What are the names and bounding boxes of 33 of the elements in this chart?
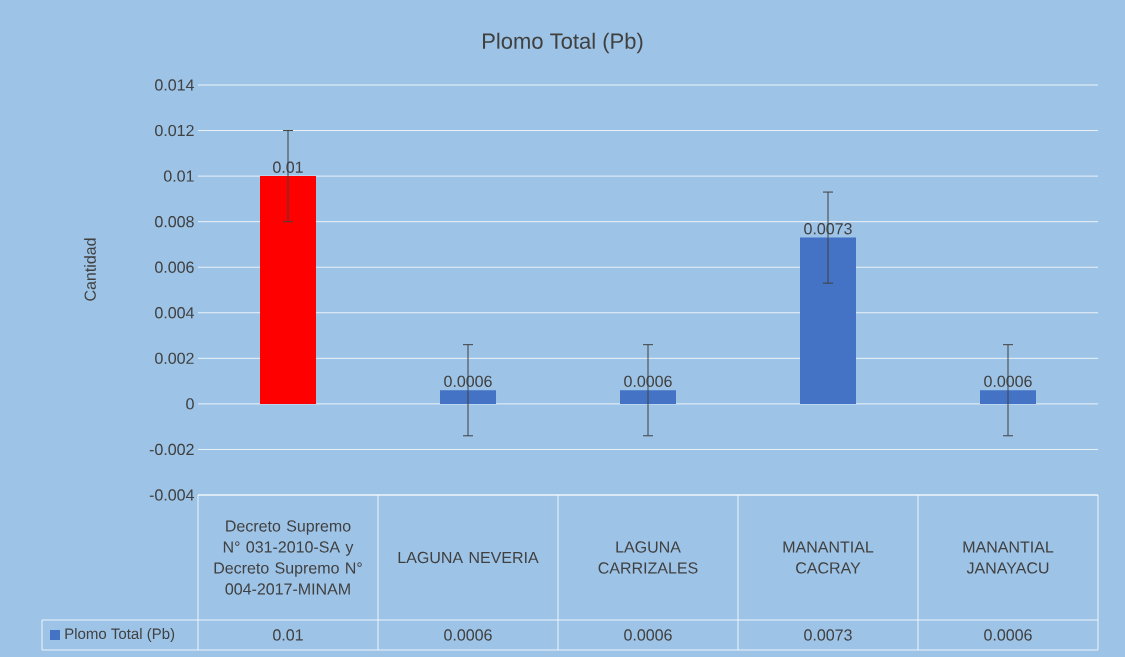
x-tick-label: MANANTIAL CACRAY	[783, 541, 874, 574]
data-label: 0.0073	[804, 223, 852, 235]
y-tick-label: -0.002	[149, 443, 194, 456]
bar	[980, 390, 1036, 404]
data-label: 0.01	[273, 161, 303, 173]
x-tick-label: MANANTIAL JANAYACU	[963, 541, 1054, 574]
y-tick-label: 0.006	[155, 261, 194, 273]
y-tick-label: 0	[186, 398, 194, 410]
y-tick-label: 0.01	[163, 170, 194, 182]
bar	[800, 237, 856, 404]
x-tick-label: LAGUNA CARRIZALES	[598, 541, 698, 574]
x-tick-label: Decreto Supremo N° 031-2010-SA y Decreto Supremo N° 004-2017-MINAM	[214, 520, 362, 595]
bar	[620, 390, 676, 404]
y-tick-label: 0.004	[155, 307, 194, 319]
chart-title: Plomo Total (Pb)	[483, 32, 643, 54]
text: 0.0073	[804, 629, 852, 641]
text: 0.0006	[984, 629, 1032, 641]
data-label: 0.0006	[624, 375, 672, 388]
y-tick-label: -0.004	[149, 489, 194, 501]
data-label: 0.0006	[984, 375, 1032, 388]
data-label: 0.0006	[444, 375, 492, 388]
bar	[440, 390, 496, 404]
text: 0.0006	[624, 629, 672, 641]
y-tick-label: 0.012	[155, 124, 194, 137]
x-tick-label: LAGUNA NEVERIA	[398, 551, 539, 564]
legend-label: Plomo Total (Pb)	[65, 628, 175, 642]
y-tick-label: 0.014	[155, 79, 194, 91]
bar	[260, 176, 316, 404]
y-axis-title: Cantidad	[84, 238, 96, 301]
y-tick-label: 0.008	[155, 216, 194, 228]
y-tick-label: 0.002	[155, 352, 194, 364]
text: 0.01	[273, 629, 303, 641]
text: 0.0006	[444, 629, 492, 641]
